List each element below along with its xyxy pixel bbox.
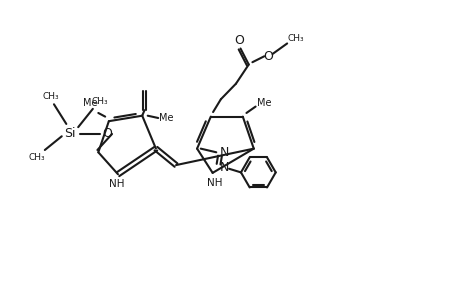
- Text: Me: Me: [83, 98, 98, 108]
- Text: Si: Si: [64, 128, 76, 140]
- Text: CH₃: CH₃: [42, 92, 59, 101]
- Text: NH: NH: [109, 179, 124, 189]
- Text: Me: Me: [256, 98, 270, 108]
- Text: CH₃: CH₃: [286, 34, 303, 43]
- Text: CH₃: CH₃: [91, 97, 108, 106]
- Text: Me: Me: [159, 113, 174, 123]
- Text: O: O: [263, 50, 272, 63]
- Text: N: N: [219, 161, 229, 174]
- Text: N: N: [219, 146, 229, 159]
- Text: O: O: [234, 34, 244, 47]
- Text: O: O: [102, 128, 112, 140]
- Text: CH₃: CH₃: [28, 153, 45, 162]
- Text: NH: NH: [207, 178, 222, 188]
